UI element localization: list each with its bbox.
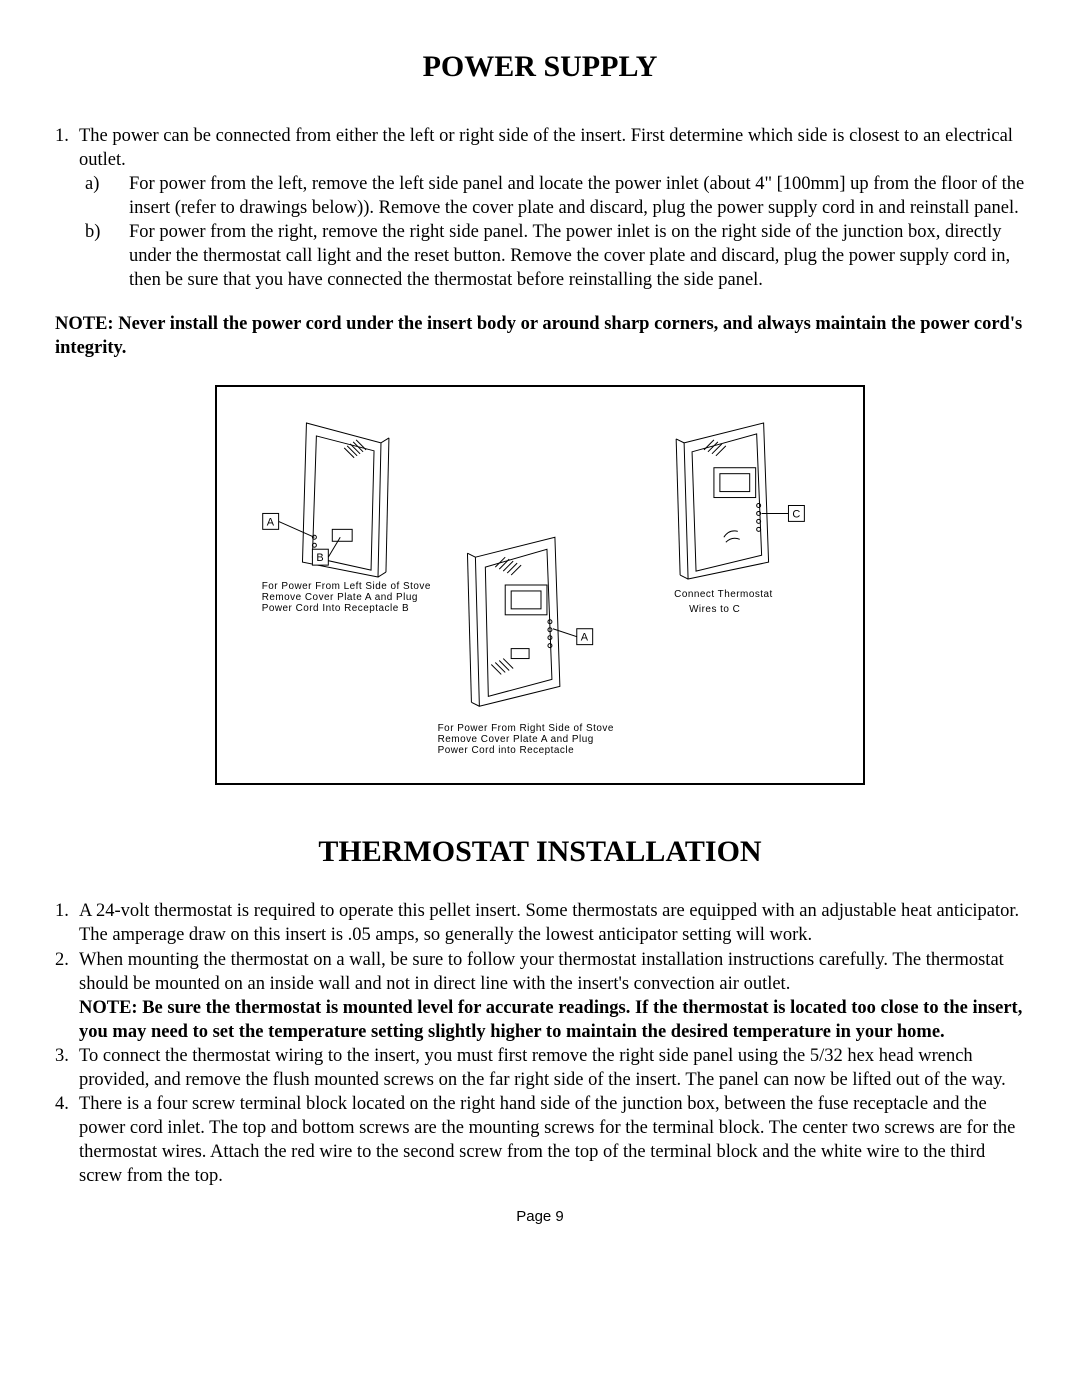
item-1b: b) For power from the right, remove the …: [85, 220, 1025, 292]
s2-item2: 2. When mounting the thermostat on a wal…: [55, 948, 1025, 1044]
fig-right-line1: Connect Thermostat: [674, 589, 773, 600]
s2-t1: A 24-volt thermostat is required to oper…: [79, 899, 1025, 947]
fig-label-C: C: [792, 509, 800, 521]
section1-title: POWER SUPPLY: [55, 50, 1025, 84]
s2-n4: 4.: [55, 1092, 79, 1116]
document-page: POWER SUPPLY 1. The power can be connect…: [0, 0, 1080, 1255]
diagram-left: A B For Power From Left Side of Stove Re…: [262, 423, 431, 614]
s2-item4: 4. There is a four screw terminal block …: [55, 1092, 1025, 1188]
fig-left-line3: Power Cord Into Receptacle B: [262, 603, 409, 614]
item-1a: a) For power from the left, remove the l…: [85, 172, 1025, 220]
fig-mid-line3: Power Cord into Receptacle: [438, 745, 574, 756]
fig-right-line2: Wires to C: [689, 604, 740, 615]
body-1b: For power from the right, remove the rig…: [129, 220, 1025, 292]
s2-t2-wrap: When mounting the thermostat on a wall, …: [79, 948, 1025, 1044]
fig-mid-line1: For Power From Right Side of Stove: [438, 724, 614, 735]
item-1: 1. The power can be connected from eithe…: [55, 124, 1025, 172]
diagram-right: C Connect Thermostat Wires to C: [674, 423, 804, 615]
s2-item1: 1. A 24-volt thermostat is required to o…: [55, 899, 1025, 947]
num-1b: b): [85, 220, 129, 244]
fig-mid-line2: Remove Cover Plate A and Plug: [438, 734, 594, 745]
section2-list: 1. A 24-volt thermostat is required to o…: [55, 899, 1025, 1188]
fig-left-line2: Remove Cover Plate A and Plug: [262, 592, 418, 603]
s2-t2: When mounting the thermostat on a wall, …: [79, 950, 1004, 994]
s2-n2: 2.: [55, 948, 79, 972]
fig-label-B: B: [316, 553, 323, 565]
diagram-middle: A For Power From Right Side of Stove Rem…: [438, 538, 614, 757]
fig-left-line1: For Power From Left Side of Stove: [262, 581, 431, 592]
diagram-figure: A B For Power From Left Side of Stove Re…: [215, 385, 865, 785]
num-1a: a): [85, 172, 129, 196]
fig-label-A1: A: [267, 517, 275, 529]
body-1a: For power from the left, remove the left…: [129, 172, 1025, 220]
s2-t4: There is a four screw terminal block loc…: [79, 1092, 1025, 1188]
s2-n1: 1.: [55, 899, 79, 923]
s2-n3: 3.: [55, 1044, 79, 1068]
body-1: The power can be connected from either t…: [79, 124, 1025, 172]
diagram-svg: A B For Power From Left Side of Stove Re…: [217, 387, 863, 783]
s2-t2-note: NOTE: Be sure the thermostat is mounted …: [79, 998, 1022, 1042]
note-1: NOTE: Never install the power cord under…: [55, 312, 1025, 360]
section2-title: THERMOSTAT INSTALLATION: [55, 835, 1025, 869]
fig-label-A2: A: [581, 632, 589, 644]
num-1: 1.: [55, 124, 79, 148]
s2-item3: 3. To connect the thermostat wiring to t…: [55, 1044, 1025, 1092]
s2-t3: To connect the thermostat wiring to the …: [79, 1044, 1025, 1092]
page-number: Page 9: [55, 1208, 1025, 1225]
